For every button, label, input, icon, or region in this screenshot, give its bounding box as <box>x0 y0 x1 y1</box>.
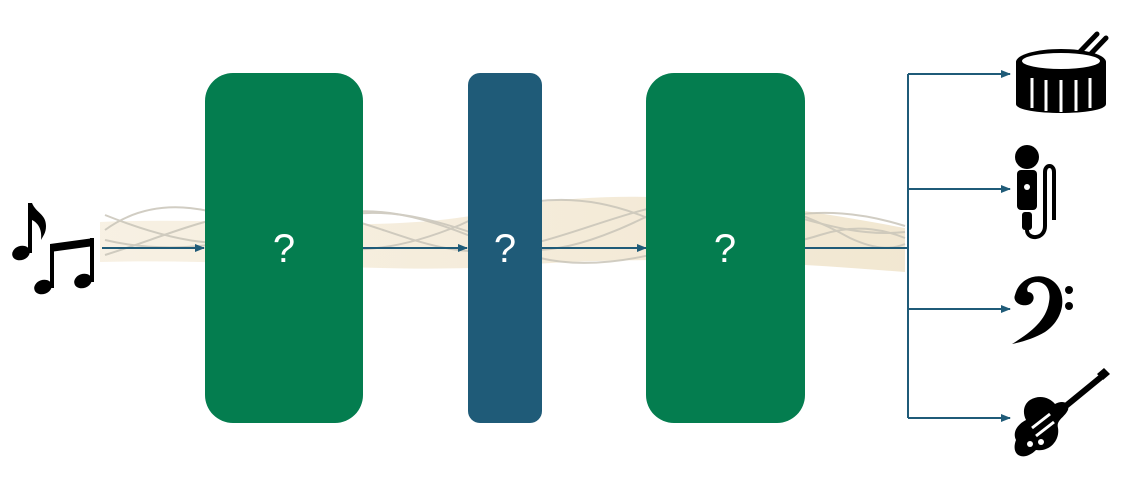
music-notes-icon <box>12 203 94 295</box>
bass-clef-icon <box>1012 276 1073 344</box>
block-1-label: ? <box>273 227 295 271</box>
block-3: ? <box>646 73 805 423</box>
block-1: ? <box>205 73 363 423</box>
block-3-label: ? <box>714 227 736 271</box>
microphone-icon <box>1015 145 1056 239</box>
drum-icon <box>1016 31 1109 113</box>
block-2-label: ? <box>494 227 516 271</box>
electric-guitar-icon <box>1014 368 1110 457</box>
connector-arrows <box>102 70 1011 422</box>
block-2: ? <box>468 73 542 423</box>
